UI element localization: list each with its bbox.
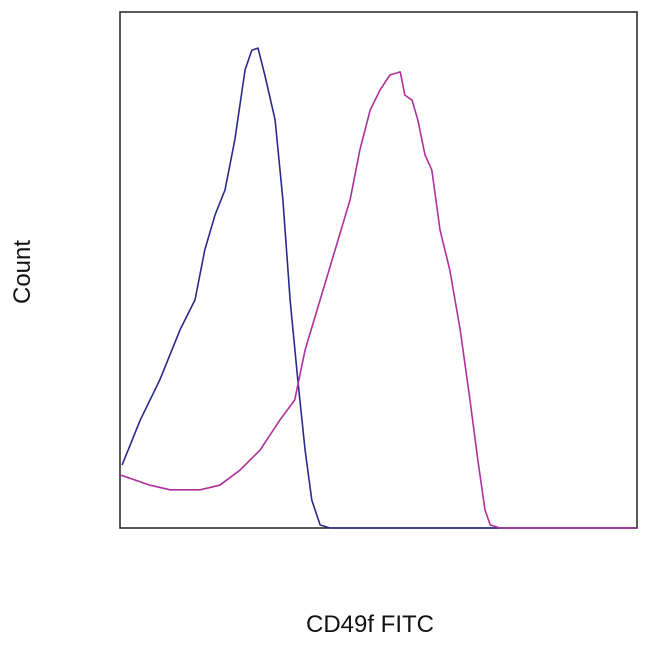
x-axis-label: CD49f FITC (306, 611, 434, 638)
y-axis-label: Count (9, 240, 36, 304)
histogram-curve (121, 47, 637, 529)
histogram-curve (119, 71, 637, 529)
plot-frame (119, 11, 638, 529)
